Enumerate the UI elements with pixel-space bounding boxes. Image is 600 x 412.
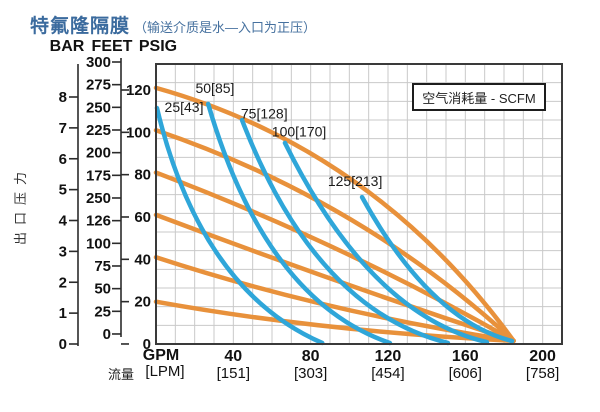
x-tick-label-lpm: [606]: [449, 365, 482, 382]
x-tick-label-gpm: 40: [224, 348, 242, 365]
psig-tick-label: 60: [134, 209, 151, 226]
x-tick-label-lpm: [758]: [526, 365, 559, 382]
chart-title-row: 特氟隆隔膜 （输送介质是水—入口为正压）: [30, 11, 316, 38]
psig-tick-label: 0: [143, 336, 151, 353]
feet-tick-label: 250: [86, 99, 111, 116]
legend-label: 空气消耗量 - SCFM: [422, 90, 536, 106]
x-tick-label-lpm: [151]: [217, 365, 250, 382]
x-unit-lpm: [LPM]: [145, 363, 185, 380]
curve-label: 100[170]: [272, 123, 327, 139]
performance-curves-curve: [153, 127, 516, 344]
psig-tick-label: 40: [134, 251, 151, 268]
x-tick-label-gpm: 200: [529, 348, 556, 365]
curve-label: 125[213]: [328, 173, 383, 189]
page-title: 特氟隆隔膜: [30, 16, 131, 37]
air-consumption-scfm-curve: [282, 140, 490, 345]
air-consumption-scfm-curve: [359, 194, 515, 344]
performance-curves-curve: [153, 85, 516, 344]
feet-tick-label: 250: [86, 190, 111, 207]
left-axes: [69, 58, 129, 346]
psig-tick-label: 120: [126, 82, 151, 99]
feet-tick-label: 50: [94, 281, 111, 298]
y-unit-bar: BAR: [49, 38, 85, 55]
bar-tick-label: 4: [59, 213, 68, 230]
page-subtitle: （输送介质是水—入口为正压）: [134, 20, 317, 35]
feet-tick-label: 175: [86, 167, 111, 184]
bar-tick-label: 5: [59, 182, 67, 199]
air-consumption-scfm: [154, 101, 515, 346]
x-tick-label-gpm: 120: [375, 348, 402, 365]
x-tick-label-gpm: 80: [302, 348, 320, 365]
performance-curves: [153, 85, 516, 344]
x-tick-label-lpm: [454]: [371, 365, 404, 382]
y-unit-feet: FEET: [91, 38, 133, 55]
air-consumption-scfm-curve: [154, 105, 325, 346]
air-consumption-scfm-curve: [205, 101, 393, 346]
curve-label: 75[128]: [241, 105, 288, 121]
feet-tick-label: 25: [94, 303, 111, 320]
bar-tick-label: 6: [59, 151, 67, 168]
feet-tick-label: 300: [86, 54, 111, 71]
feet-tick-label: 0: [103, 326, 111, 343]
bar-tick-label: 1: [59, 305, 67, 322]
feet-tick-label: 100: [86, 235, 111, 252]
plot-border: [155, 63, 563, 345]
feet-tick-label: 275: [86, 77, 111, 94]
performance-curves-curve: [153, 299, 516, 344]
x-tick-label-gpm: 160: [452, 348, 479, 365]
bar-tick-label: 2: [59, 274, 67, 291]
y-unit-psig: PSIG: [138, 38, 178, 55]
curve-label: 50[85]: [195, 80, 234, 96]
feet-tick-label: 126: [86, 213, 111, 230]
air-consumption-scfm-curve: [239, 117, 451, 346]
curve-label: 25[43]: [165, 99, 204, 115]
y-axis-unit-header: BAR FEET PSIG: [0, 38, 200, 56]
x-axis-title: 流量: [107, 367, 135, 382]
bar-tick-label: 0: [59, 336, 67, 353]
bar-tick-label: 7: [59, 120, 67, 137]
legend: 空气消耗量 - SCFM: [412, 83, 546, 111]
feet-tick-label: 75: [94, 258, 111, 275]
x-tick-label-lpm: [303]: [294, 365, 327, 382]
feet-tick-label: 200: [86, 145, 111, 162]
psig-tick-label: 20: [134, 294, 151, 311]
bar-tick-label: 3: [59, 243, 67, 260]
performance-curves-curve: [153, 170, 516, 344]
feet-tick-label: 225: [86, 122, 111, 139]
bar-tick-label: 8: [59, 89, 67, 106]
psig-tick-label: 100: [126, 124, 151, 141]
x-unit-gpm: GPM: [142, 347, 180, 364]
psig-tick-label: 80: [134, 167, 151, 184]
